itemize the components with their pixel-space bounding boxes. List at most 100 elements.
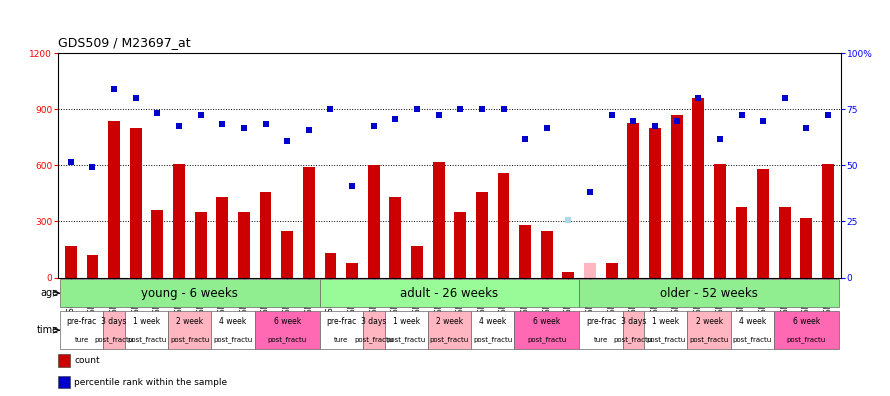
Bar <box>363 311 384 349</box>
Bar <box>757 169 769 278</box>
Text: pre-frac: pre-frac <box>586 317 616 326</box>
Point <box>150 110 165 116</box>
Text: post_fractu: post_fractu <box>527 337 566 343</box>
Bar <box>579 311 622 349</box>
Text: 4 week: 4 week <box>739 317 766 326</box>
Bar <box>60 279 320 307</box>
Bar <box>216 197 228 278</box>
Point <box>497 106 511 112</box>
Text: older - 52 weeks: older - 52 weeks <box>660 287 758 300</box>
Text: young - 6 weeks: young - 6 weeks <box>142 287 239 300</box>
Text: post_fractu: post_fractu <box>268 337 307 343</box>
Point <box>432 112 446 118</box>
Bar <box>303 168 315 278</box>
Point <box>648 123 662 129</box>
Bar <box>260 192 271 278</box>
Bar <box>519 225 531 278</box>
Point <box>778 95 792 101</box>
Point <box>302 127 316 133</box>
Text: ture: ture <box>334 337 348 343</box>
Point <box>85 164 100 171</box>
Bar <box>255 311 320 349</box>
Bar <box>541 231 553 278</box>
Bar <box>384 311 428 349</box>
Point <box>215 121 230 128</box>
Bar <box>498 173 509 278</box>
Bar <box>173 164 185 278</box>
Point <box>64 158 78 165</box>
Point <box>129 95 143 101</box>
Text: post_fractu: post_fractu <box>214 337 253 343</box>
Point <box>453 106 467 112</box>
Text: post_fractu: post_fractu <box>430 337 469 343</box>
Bar <box>109 121 120 278</box>
Point <box>518 136 532 143</box>
Text: 4 week: 4 week <box>479 317 506 326</box>
Text: post_fractu: post_fractu <box>127 337 166 343</box>
Point <box>237 125 251 131</box>
Text: post_fractu: post_fractu <box>646 337 685 343</box>
Bar <box>125 311 168 349</box>
Point <box>258 121 272 128</box>
Bar <box>687 311 731 349</box>
Bar <box>735 207 748 278</box>
Text: 3 days: 3 days <box>101 317 126 326</box>
Bar <box>774 311 839 349</box>
Point <box>323 106 337 112</box>
Bar <box>212 311 255 349</box>
Bar <box>627 122 639 278</box>
Text: 1 week: 1 week <box>652 317 679 326</box>
Text: post_fractu: post_fractu <box>690 337 729 343</box>
Point <box>669 118 684 124</box>
Point <box>627 118 641 124</box>
Point <box>821 112 835 118</box>
Text: 2 week: 2 week <box>176 317 204 326</box>
Point <box>692 95 706 101</box>
Point <box>193 112 207 118</box>
Text: ture: ture <box>75 337 89 343</box>
Text: 3 days: 3 days <box>361 317 386 326</box>
Bar <box>320 311 363 349</box>
Point <box>734 112 748 118</box>
Text: post_fractu: post_fractu <box>732 337 772 343</box>
Bar <box>562 272 574 278</box>
Text: post_fractu: post_fractu <box>354 337 393 343</box>
Bar <box>411 246 423 278</box>
Text: post_fractu: post_fractu <box>94 337 134 343</box>
Point <box>367 123 381 129</box>
Bar <box>471 311 514 349</box>
Bar <box>692 98 704 278</box>
Text: 4 week: 4 week <box>220 317 247 326</box>
Bar <box>168 311 212 349</box>
Point <box>410 106 425 112</box>
Text: time: time <box>36 325 59 335</box>
Bar <box>130 128 142 278</box>
Text: post_fractu: post_fractu <box>386 337 425 343</box>
Bar <box>390 197 401 278</box>
Bar <box>320 279 579 307</box>
Text: ture: ture <box>594 337 608 343</box>
Bar <box>731 311 774 349</box>
Bar <box>195 212 206 278</box>
Bar <box>346 263 358 278</box>
Bar <box>649 128 661 278</box>
Bar <box>238 212 250 278</box>
Bar <box>58 354 69 367</box>
Point <box>799 125 813 131</box>
Bar <box>103 311 125 349</box>
Point <box>583 188 597 195</box>
Point <box>604 112 619 118</box>
Text: post_fractu: post_fractu <box>614 337 653 343</box>
Text: 6 week: 6 week <box>533 317 561 326</box>
Text: 6 week: 6 week <box>273 317 301 326</box>
Text: post_fractu: post_fractu <box>473 337 513 343</box>
Bar <box>606 263 618 278</box>
Point <box>107 86 121 92</box>
Bar <box>325 253 336 278</box>
Point <box>474 106 489 112</box>
Point <box>280 138 295 145</box>
Point <box>172 123 186 129</box>
Bar <box>622 311 644 349</box>
Text: post_fractu: post_fractu <box>170 337 209 343</box>
Bar <box>800 218 813 278</box>
